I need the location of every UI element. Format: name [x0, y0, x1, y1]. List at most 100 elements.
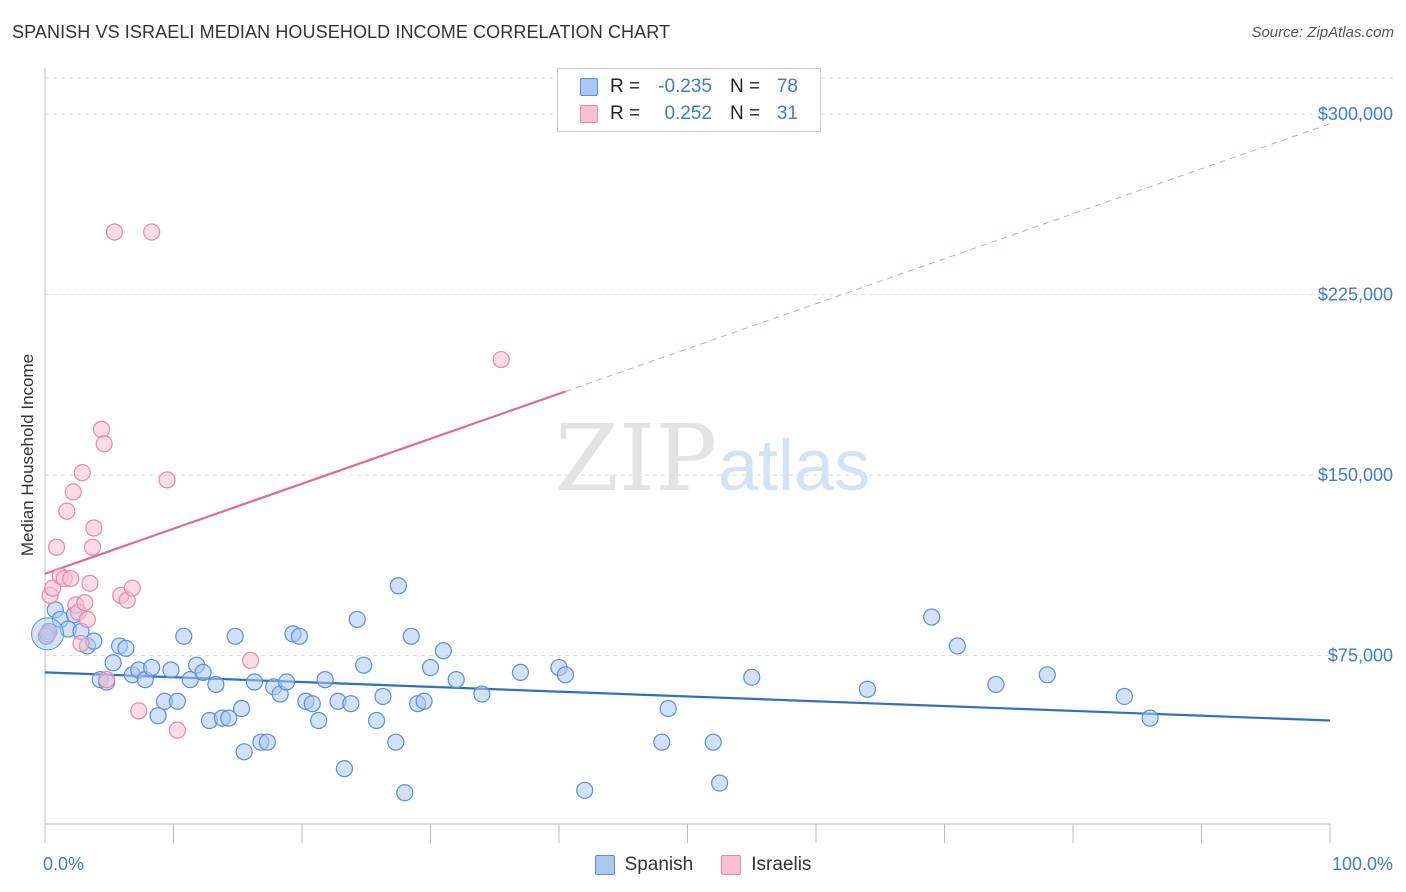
legend-label-spanish: Spanish — [624, 854, 694, 875]
legend-n-label: N = — [730, 76, 761, 97]
legend-r-value: 0.252 — [664, 103, 712, 124]
data-point — [743, 668, 761, 686]
data-point — [1038, 666, 1056, 684]
legend-item-israelis[interactable]: Israelis — [721, 854, 811, 876]
gridlines — [45, 77, 1395, 657]
data-point — [83, 538, 102, 556]
y-tick-label: $150,000 — [1318, 465, 1393, 485]
data-point — [447, 671, 465, 689]
data-point — [158, 471, 176, 489]
data-point — [576, 781, 594, 799]
data-point — [143, 658, 161, 677]
data-points — [31, 223, 1159, 802]
data-point-cluster — [31, 617, 65, 651]
data-point — [226, 627, 244, 645]
data-point — [923, 608, 941, 626]
x-tick-label: 100.0% — [1332, 854, 1393, 874]
data-point — [64, 483, 82, 501]
data-point — [72, 634, 90, 653]
data-point — [389, 577, 407, 595]
legend-swatch-spanish — [580, 78, 598, 96]
legend-row-spanish: R = -0.235 N = 78 — [580, 75, 798, 99]
legend-swatch-israelis — [580, 105, 598, 123]
data-point — [659, 699, 677, 718]
data-point — [1141, 709, 1159, 727]
y-tick-label: $75,000 — [1328, 646, 1393, 666]
legend-n-value: 31 — [776, 103, 798, 124]
source-label: Source: ZipAtlas.com — [1251, 24, 1394, 41]
data-point — [310, 711, 328, 730]
data-point — [335, 760, 354, 778]
data-point — [168, 692, 186, 710]
legend-item-spanish[interactable]: Spanish — [594, 854, 694, 876]
data-point — [374, 687, 392, 706]
data-point — [511, 663, 530, 681]
data-point — [47, 538, 66, 556]
data-point — [556, 666, 575, 684]
data-point — [355, 656, 373, 674]
data-point — [73, 464, 91, 482]
series-israelis — [38, 223, 510, 739]
data-point — [181, 671, 199, 689]
legend-n-label: N = — [730, 103, 761, 124]
data-point — [143, 223, 161, 241]
data-point — [711, 774, 729, 792]
data-point — [342, 695, 360, 713]
stats-legend: R = -0.235 N = 78 R = 0.252 N = 31 — [557, 68, 821, 132]
legend-swatch-israelis — [721, 855, 742, 875]
data-point — [117, 639, 135, 657]
chart-title: SPANISH VS ISRAELI MEDIAN HOUSEHOLD INCO… — [12, 22, 671, 42]
data-point — [78, 610, 97, 629]
data-point — [290, 627, 309, 645]
data-point — [235, 743, 253, 761]
y-tick-label: $225,000 — [1318, 285, 1393, 305]
data-point — [162, 661, 180, 679]
data-point — [858, 680, 877, 698]
data-point — [149, 707, 167, 725]
data-point — [303, 695, 321, 713]
data-point — [76, 594, 94, 612]
data-point — [130, 702, 148, 720]
data-point — [387, 733, 405, 751]
x-tick-label: 0.0% — [43, 854, 84, 874]
data-point — [81, 574, 99, 592]
data-point — [258, 733, 276, 751]
series-spanish — [37, 577, 1159, 802]
watermark-atlas: atlas — [718, 426, 870, 506]
data-point — [1115, 687, 1134, 706]
y-tick-label: $300,000 — [1318, 104, 1393, 124]
data-point — [168, 721, 186, 739]
data-point — [316, 671, 334, 689]
data-point — [85, 519, 103, 537]
data-point — [233, 699, 251, 718]
data-point — [348, 610, 366, 629]
axes — [44, 68, 1331, 843]
data-point — [105, 223, 123, 241]
data-point — [220, 709, 238, 727]
data-point — [98, 671, 116, 689]
data-point — [104, 654, 122, 672]
data-point — [367, 711, 386, 730]
data-point — [44, 579, 62, 597]
watermark-zip: ZIP — [555, 405, 717, 512]
data-point — [245, 673, 264, 691]
data-point — [704, 733, 722, 751]
series-legend: Spanish Israelis — [0, 852, 1406, 878]
trend-line-extension-israelis — [565, 123, 1331, 392]
data-point — [948, 637, 966, 655]
data-point — [402, 627, 420, 645]
data-point — [175, 627, 193, 645]
data-point — [473, 685, 491, 703]
legend-row-israelis: R = 0.252 N = 31 — [580, 102, 798, 126]
data-point — [277, 673, 296, 691]
data-point — [92, 420, 111, 438]
tick-labels: $75,000 $150,000 $225,000 $300,000 0.0% 100.0… — [43, 104, 1393, 874]
data-point — [415, 692, 433, 710]
legend-n-value: 78 — [776, 76, 798, 97]
legend-label-israelis: Israelis — [751, 854, 812, 875]
data-point — [396, 784, 414, 802]
data-point — [653, 733, 671, 751]
data-point — [492, 350, 510, 369]
data-point — [421, 658, 440, 677]
